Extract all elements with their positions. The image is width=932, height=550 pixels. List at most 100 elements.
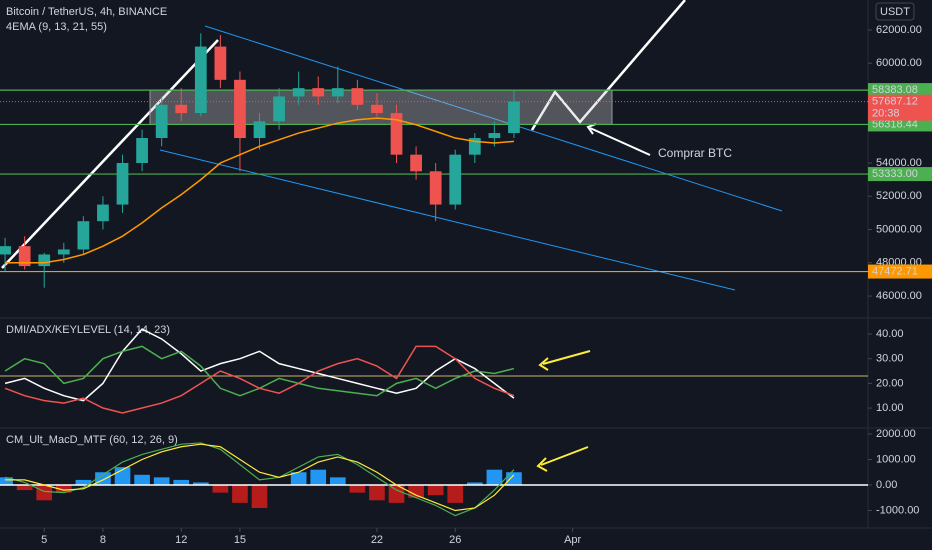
line (5, 443, 515, 512)
candle-body (253, 121, 266, 139)
y-tick-label: 60000.00 (876, 57, 922, 69)
candle-body (312, 88, 325, 97)
last-price-label: 57687.12 (872, 96, 918, 108)
unit[interactable]: USDT (880, 6, 910, 18)
x-tick-label: 5 (41, 534, 47, 546)
y-tick-label: 10.00 (876, 402, 904, 414)
y-tick-label: 52000.00 (876, 190, 922, 202)
level-label: 56318.44 (872, 118, 918, 130)
y-tick-label: 2000.00 (876, 428, 916, 440)
candle-body (214, 46, 227, 80)
level-label: 47472.71 (872, 265, 918, 277)
candle-body (155, 104, 168, 139)
arrow-head (538, 357, 549, 371)
candle-body (331, 88, 344, 97)
candle-body (234, 79, 246, 139)
level-label-bg (868, 117, 932, 132)
countdown: 20:38 (872, 108, 900, 120)
candle-body (292, 88, 305, 97)
line (4, 345, 515, 414)
histogram-bar (212, 485, 229, 493)
histogram-bar (427, 485, 444, 496)
histogram-bar (506, 472, 522, 486)
histogram-bar (134, 474, 150, 486)
y-tick-label: 1000.00 (876, 453, 916, 465)
indicator-title: CM_Ult_MacD_MTF (60, 12, 26, 9) (6, 434, 178, 446)
y-tick-label: 20.00 (876, 377, 904, 389)
candle-body (508, 101, 520, 134)
arrow (589, 127, 651, 156)
x-tick-label: 12 (175, 534, 187, 546)
line (4, 328, 515, 402)
candle-body (429, 171, 442, 205)
candle-body (77, 221, 90, 250)
histogram-bar (232, 485, 248, 503)
histogram-bar (369, 485, 385, 501)
x-tick-label: Apr (564, 534, 581, 546)
x-tick-label: 26 (449, 534, 461, 546)
level-label: 58383.08 (872, 84, 918, 96)
symbol-title: Bitcoin / TetherUS, 4h, BINANCE (6, 6, 167, 18)
candle-body (97, 204, 109, 222)
y-tick-label: 40.00 (876, 328, 904, 340)
annotation: Comprar BTC (658, 146, 732, 160)
x-tick-label: 22 (371, 534, 383, 546)
arrow (540, 446, 589, 466)
level-label-bg (868, 167, 932, 182)
candle-body (390, 113, 403, 155)
arrow (542, 350, 591, 365)
candle-body (449, 154, 462, 205)
x-tick-label: 15 (234, 534, 246, 546)
histogram-bar (192, 482, 209, 486)
histogram-bar (447, 485, 464, 503)
histogram-bar (173, 479, 190, 486)
candle-body (116, 162, 129, 205)
histogram-bar (75, 479, 92, 486)
y-tick-label: -1000.00 (876, 504, 919, 516)
candle-body (0, 246, 11, 255)
y-tick-label: 0.00 (876, 479, 897, 491)
candle-body (136, 138, 148, 163)
candle-body (38, 254, 51, 267)
histogram-bar (466, 482, 483, 486)
candle-body (371, 104, 383, 114)
indicator-title: 4EMA (9, 13, 21, 55) (6, 21, 107, 33)
candle-body (488, 133, 501, 139)
histogram-bar (153, 477, 170, 486)
histogram-bar (16, 485, 33, 491)
trend-line (1, 39, 219, 269)
candle-body (273, 96, 285, 122)
candle-body (468, 138, 481, 155)
level-label: 53333.00 (872, 168, 918, 180)
y-tick-label: 62000.00 (876, 24, 922, 36)
y-tick-label: 50000.00 (876, 223, 922, 235)
projection (530, 0, 686, 131)
candle-body (18, 246, 31, 267)
candle-body (351, 88, 364, 105)
candle-body (175, 104, 188, 114)
candle-body (410, 154, 422, 172)
histogram-bar (36, 485, 53, 501)
line (5, 117, 515, 264)
histogram-bar (0, 477, 13, 486)
unit-box[interactable] (875, 2, 915, 21)
x-tick-label: 8 (100, 534, 106, 546)
histogram-bar (290, 472, 307, 486)
level-label-bg (868, 83, 932, 98)
candle-body (57, 249, 70, 255)
candle-body (194, 46, 207, 114)
channel-line (159, 149, 736, 291)
y-tick-label: 46000.00 (876, 290, 922, 302)
indicator-title: DMI/ADX/KEYLEVEL (14, 14, 23) (6, 324, 170, 336)
last-price-bg (868, 94, 932, 121)
histogram-bar (310, 469, 327, 486)
histogram-bar (408, 485, 424, 498)
histogram-bar (388, 485, 405, 503)
level-label-bg (868, 264, 932, 279)
histogram-bar (251, 485, 268, 508)
y-tick-label: 54000.00 (876, 157, 922, 169)
arrow-head (536, 457, 548, 472)
y-tick-label: 30.00 (876, 353, 904, 365)
